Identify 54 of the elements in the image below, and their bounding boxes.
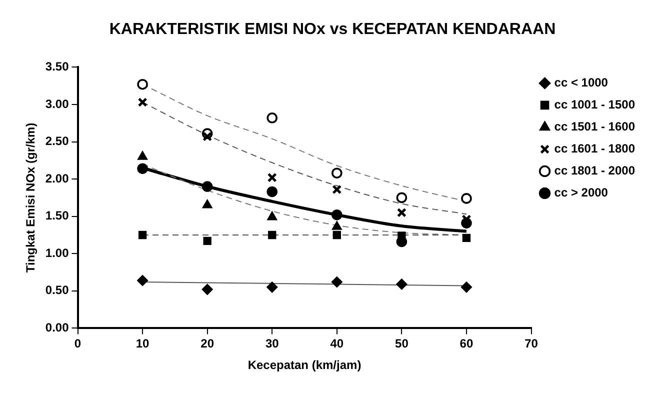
- x-tick-label: 50: [395, 336, 409, 351]
- point: [138, 97, 148, 108]
- y-axis-title: Tingkat Emisi NOx (gr/km): [24, 122, 38, 273]
- point: [332, 168, 342, 178]
- point: [202, 181, 213, 192]
- point: [202, 284, 213, 295]
- point: [137, 275, 148, 286]
- x-tick-label: 20: [200, 336, 214, 351]
- legend-label: cc 1001 - 1500: [554, 98, 636, 112]
- x-tick-label: 30: [265, 336, 280, 351]
- x-axis-title: Kecepatan (km/jam): [248, 358, 362, 372]
- y-tick-label: 1.00: [45, 246, 70, 260]
- chart-title: KARAKTERISTIK EMISI NOx vs KECEPATAN KENDARAAN: [109, 21, 556, 38]
- point: [138, 151, 148, 160]
- x-tick-label: 60: [460, 336, 474, 351]
- point: [137, 163, 148, 174]
- y-tick-label: 2.50: [45, 134, 70, 148]
- point: [267, 172, 277, 182]
- point: [332, 276, 342, 288]
- y-tick-label: 0.50: [45, 283, 70, 298]
- y-tick-label: 3.00: [45, 96, 70, 111]
- point: [332, 230, 341, 240]
- point: [202, 132, 212, 142]
- point: [332, 184, 342, 194]
- y-tick-label: 1.50: [45, 208, 70, 223]
- point: [203, 236, 212, 246]
- point: [396, 208, 406, 218]
- point: [266, 282, 278, 293]
- point: [268, 230, 276, 240]
- point: [137, 78, 148, 90]
- point: [267, 212, 277, 220]
- x-tick-label: 40: [330, 336, 344, 351]
- legend-label: cc < 1000: [554, 76, 608, 90]
- point: [461, 282, 472, 293]
- point: [266, 186, 278, 198]
- legend-label: cc 1601 - 1800: [554, 142, 636, 156]
- point: [396, 278, 408, 290]
- x-tick-label: 70: [524, 336, 538, 351]
- legend-label: cc 1501 - 1600: [554, 120, 636, 134]
- legend-label: cc 1801 - 2000: [554, 164, 636, 178]
- legend-label: cc > 2000: [554, 186, 608, 200]
- point: [138, 230, 147, 240]
- y-tick-label: 3.50: [45, 60, 70, 74]
- point: [461, 193, 472, 204]
- point: [202, 200, 212, 208]
- point: [396, 192, 408, 204]
- point: [332, 221, 342, 230]
- point: [462, 234, 471, 242]
- y-tick-label: 0.00: [45, 320, 70, 335]
- y-tick-label: 2.00: [45, 171, 70, 186]
- point: [266, 112, 278, 124]
- point: [332, 209, 342, 220]
- x-tick-label: 0: [74, 336, 82, 351]
- x-tick-label: 10: [136, 336, 150, 351]
